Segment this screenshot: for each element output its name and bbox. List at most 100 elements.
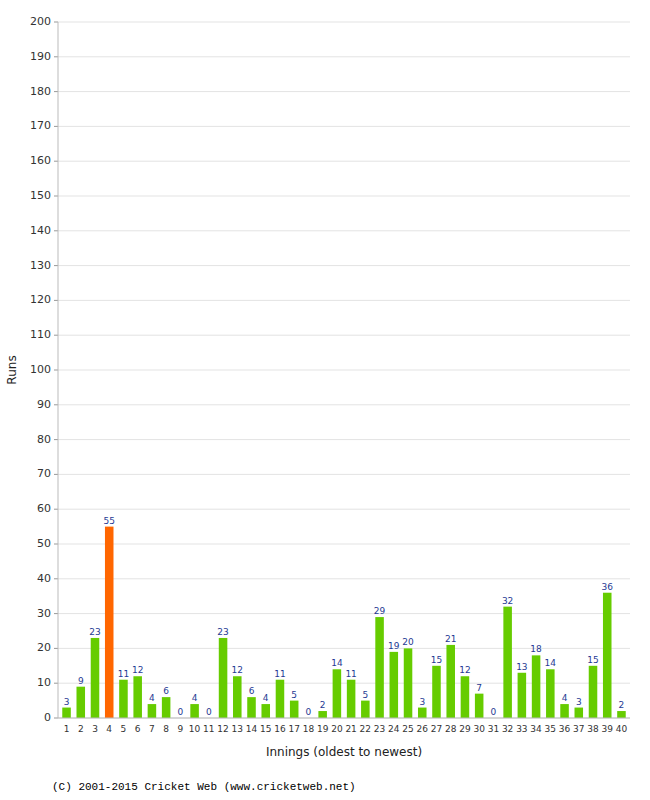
annotation: (C) 2001-2015 Cricket Web (www.cricketwe… [52, 781, 356, 793]
x-tick-label: 38 [587, 724, 599, 734]
grid-line [58, 439, 630, 440]
y-axis-line [58, 22, 59, 718]
x-tick-label: 14 [246, 724, 258, 734]
bar [475, 694, 484, 718]
bar [76, 687, 85, 718]
data-label: 11 [274, 669, 285, 679]
bar [148, 704, 157, 718]
bar [390, 652, 399, 718]
data-label: 4 [149, 693, 155, 703]
x-tick-label: 34 [530, 724, 542, 734]
y-tick-label: 50 [37, 537, 51, 550]
bar [219, 638, 228, 718]
data-label: 6 [163, 686, 169, 696]
y-tick-label: 20 [37, 641, 51, 654]
bar [532, 655, 541, 718]
y-tick-label: 100 [30, 363, 51, 376]
data-label: 29 [374, 606, 386, 616]
y-tick-label: 160 [30, 154, 51, 167]
x-tick-label: 40 [616, 724, 628, 734]
data-label: 15 [587, 655, 598, 665]
grid-line [58, 648, 630, 649]
bar [333, 669, 342, 718]
data-label: 19 [388, 641, 400, 651]
x-tick-label: 18 [303, 724, 315, 734]
y-tick [54, 161, 58, 162]
bar [91, 638, 100, 718]
bar [247, 697, 256, 718]
y-tick [54, 544, 58, 545]
x-tick-label: 11 [203, 724, 214, 734]
y-tick-label: 70 [37, 467, 51, 480]
x-tick-label: 21 [345, 724, 356, 734]
x-tick-label: 9 [178, 724, 184, 734]
y-tick [54, 56, 58, 57]
y-tick [54, 578, 58, 579]
x-tick-label: 3 [92, 724, 98, 734]
x-tick-label: 20 [331, 724, 343, 734]
data-label: 3 [64, 697, 70, 707]
grid-line [58, 91, 630, 92]
data-label: 9 [78, 676, 84, 686]
y-tick-label: 200 [30, 15, 51, 28]
bar [560, 704, 569, 718]
y-tick [54, 22, 58, 23]
data-label: 3 [419, 697, 425, 707]
bar [290, 701, 299, 718]
y-tick-label: 120 [30, 293, 51, 306]
data-label: 4 [192, 693, 198, 703]
bar [119, 680, 128, 718]
bar [190, 704, 199, 718]
x-tick-label: 36 [559, 724, 571, 734]
chart: 0102030405060708090100110120130140150160… [0, 0, 650, 800]
bar [446, 645, 455, 718]
data-label: 4 [562, 693, 568, 703]
y-tick [54, 509, 58, 510]
x-tick-label: 23 [374, 724, 385, 734]
data-labels: 3923551112460402312641150214115291920315… [64, 516, 625, 717]
data-label: 0 [178, 707, 184, 717]
y-tick-label: 10 [37, 676, 51, 689]
bar [546, 669, 555, 718]
bar [404, 648, 413, 718]
y-tick-label: 170 [30, 119, 51, 132]
data-label: 23 [89, 627, 100, 637]
grid-line [58, 300, 630, 301]
x-tick-label: 31 [488, 724, 499, 734]
y-tick-label: 190 [30, 50, 51, 63]
y-tick [54, 474, 58, 475]
y-tick [54, 370, 58, 371]
data-label: 12 [232, 665, 243, 675]
x-tick-label: 25 [402, 724, 413, 734]
grid-line [58, 161, 630, 162]
y-axis: 0102030405060708090100110120130140150160… [30, 15, 58, 724]
grid-line [58, 335, 630, 336]
x-tick-label: 28 [445, 724, 457, 734]
y-tick [54, 404, 58, 405]
grid-line [58, 126, 630, 127]
data-label: 12 [459, 665, 470, 675]
x-tick-label: 39 [602, 724, 614, 734]
x-tick-label: 4 [106, 724, 112, 734]
x-tick-label: 2 [78, 724, 84, 734]
x-tick-label: 15 [260, 724, 271, 734]
data-label: 12 [132, 665, 143, 675]
data-label: 0 [491, 707, 497, 717]
bar [375, 617, 384, 718]
bar [105, 527, 114, 718]
grid-line [58, 683, 630, 684]
bar [347, 680, 356, 718]
y-tick [54, 718, 58, 719]
y-tick-label: 90 [37, 398, 51, 411]
data-label: 4 [263, 693, 269, 703]
data-label: 15 [431, 655, 442, 665]
bar [261, 704, 270, 718]
grid-line [58, 509, 630, 510]
bars [62, 527, 625, 718]
x-tick-label: 8 [163, 724, 169, 734]
x-tick-label: 26 [417, 724, 429, 734]
data-label: 21 [445, 634, 456, 644]
x-tick-label: 1 [64, 724, 70, 734]
bar [318, 711, 327, 718]
data-label: 11 [345, 669, 356, 679]
